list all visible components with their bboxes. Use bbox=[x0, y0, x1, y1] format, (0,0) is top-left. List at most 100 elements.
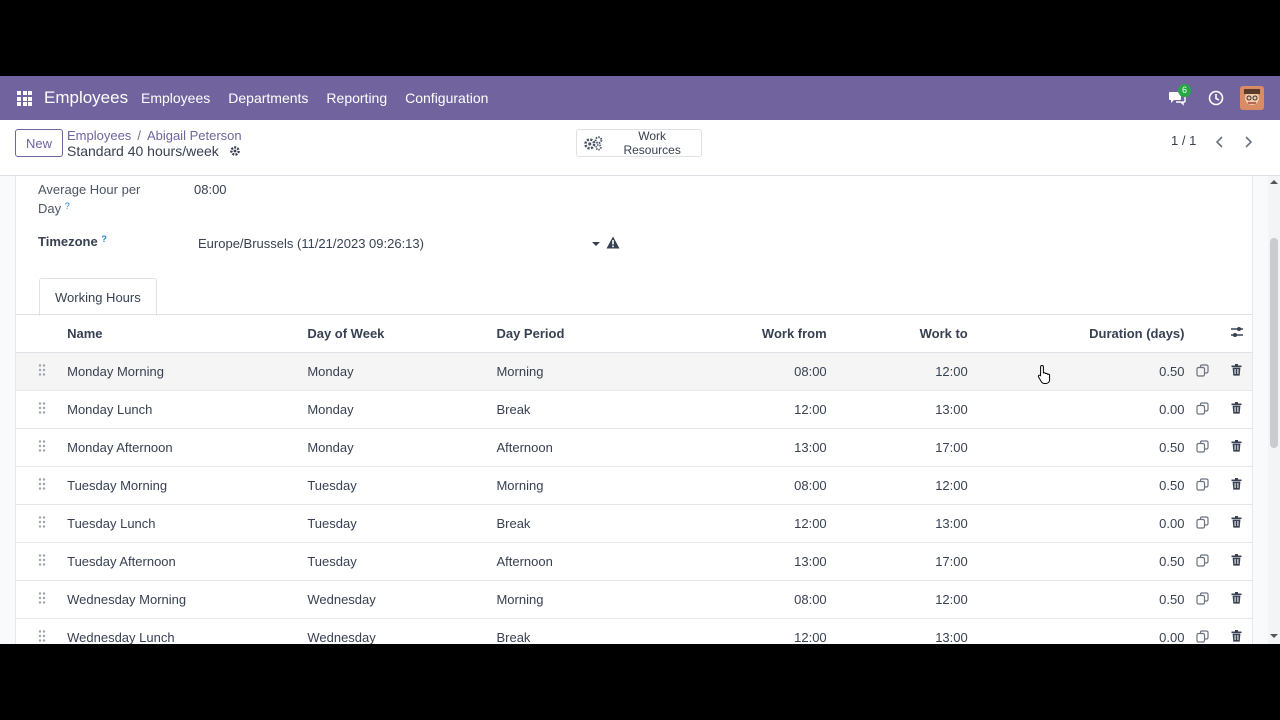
cell-day-period[interactable]: Afternoon bbox=[496, 428, 650, 467]
help-icon[interactable]: ? bbox=[64, 201, 70, 211]
copy-icon[interactable] bbox=[1184, 428, 1222, 467]
app-brand[interactable]: Employees bbox=[44, 88, 129, 107]
cell-day-of-week[interactable]: Tuesday bbox=[307, 466, 497, 505]
scroll-down-icon[interactable] bbox=[1270, 633, 1278, 639]
chevron-left-icon[interactable] bbox=[1206, 129, 1234, 155]
drag-handle-icon[interactable] bbox=[16, 542, 68, 581]
breadcrumb-employees[interactable]: Employees bbox=[67, 128, 132, 143]
trash-icon[interactable] bbox=[1221, 504, 1252, 543]
copy-icon[interactable] bbox=[1184, 466, 1222, 505]
copy-icon[interactable] bbox=[1184, 504, 1222, 543]
chat-icon[interactable]: 6 bbox=[1168, 84, 1192, 107]
menu-item-employees[interactable]: Employees bbox=[141, 90, 211, 106]
copy-icon[interactable] bbox=[1184, 390, 1222, 429]
cell-work-from[interactable]: 08:00 bbox=[649, 352, 827, 391]
cell-name[interactable]: Wednesday Morning bbox=[67, 580, 308, 619]
help-icon[interactable]: ? bbox=[101, 234, 107, 244]
trash-icon[interactable] bbox=[1221, 390, 1252, 429]
cell-work-from[interactable]: 08:00 bbox=[649, 466, 827, 505]
cell-day-of-week[interactable]: Tuesday bbox=[307, 542, 497, 581]
cell-work-from[interactable]: 08:00 bbox=[649, 580, 827, 619]
tab-working-hours[interactable]: Working Hours bbox=[39, 278, 157, 316]
cell-day-period[interactable]: Morning bbox=[496, 580, 650, 619]
cell-work-to[interactable]: 12:00 bbox=[826, 352, 968, 391]
user-avatar[interactable] bbox=[1240, 86, 1264, 110]
drag-handle-icon[interactable] bbox=[16, 428, 68, 467]
cell-duration[interactable]: 0.00 bbox=[967, 504, 1185, 543]
cell-day-period[interactable]: Break bbox=[496, 390, 650, 429]
cell-work-from[interactable]: 12:00 bbox=[649, 504, 827, 543]
cell-day-of-week[interactable]: Wednesday bbox=[307, 618, 497, 644]
cell-duration[interactable]: 0.00 bbox=[967, 390, 1185, 429]
cell-duration[interactable]: 0.50 bbox=[967, 428, 1185, 467]
work-resources-button[interactable]: Work Resources bbox=[576, 129, 702, 157]
cell-day-of-week[interactable]: Monday bbox=[307, 428, 497, 467]
cell-day-of-week[interactable]: Monday bbox=[307, 352, 497, 391]
pager-value[interactable]: 1 / 1 bbox=[1171, 133, 1197, 148]
caret-down-icon[interactable] bbox=[592, 241, 600, 247]
drag-handle-icon[interactable] bbox=[16, 618, 68, 644]
trash-icon[interactable] bbox=[1221, 542, 1252, 581]
col-day-of-week[interactable]: Day of Week bbox=[307, 315, 497, 353]
cell-work-from[interactable]: 12:00 bbox=[649, 390, 827, 429]
drag-handle-icon[interactable] bbox=[16, 504, 68, 543]
copy-icon[interactable] bbox=[1184, 352, 1222, 391]
table-row[interactable]: Monday Lunch Monday Break 12:00 13:00 0.00 bbox=[16, 390, 1252, 429]
chevron-right-icon[interactable] bbox=[1234, 129, 1262, 155]
col-day-period[interactable]: Day Period bbox=[496, 315, 650, 353]
cell-duration[interactable]: 0.50 bbox=[967, 542, 1185, 581]
cell-day-period[interactable]: Morning bbox=[496, 352, 650, 391]
activity-clock-icon[interactable] bbox=[1208, 90, 1224, 106]
cell-work-to[interactable]: 12:00 bbox=[826, 580, 968, 619]
trash-icon[interactable] bbox=[1221, 352, 1252, 391]
cell-name[interactable]: Monday Lunch bbox=[67, 390, 308, 429]
col-work-from[interactable]: Work from bbox=[649, 315, 827, 353]
cell-name[interactable]: Tuesday Morning bbox=[67, 466, 308, 505]
scrollbar[interactable] bbox=[1268, 176, 1280, 644]
table-row[interactable]: Wednesday Lunch Wednesday Break 12:00 13:00 0… bbox=[16, 618, 1252, 644]
cell-work-to[interactable]: 13:00 bbox=[826, 504, 968, 543]
drag-handle-icon[interactable] bbox=[16, 466, 68, 505]
cell-duration[interactable]: 0.00 bbox=[967, 618, 1185, 644]
timezone-select[interactable]: Europe/Brussels (11/21/2023 09:26:13) bbox=[198, 234, 618, 256]
cell-name[interactable]: Tuesday Afternoon bbox=[67, 542, 308, 581]
copy-icon[interactable] bbox=[1184, 580, 1222, 619]
app-grid-icon[interactable] bbox=[17, 91, 32, 106]
table-row[interactable]: Wednesday Morning Wednesday Morning 08:00 12… bbox=[16, 580, 1252, 619]
gear-icon[interactable] bbox=[229, 144, 241, 160]
cell-day-period[interactable]: Afternoon bbox=[496, 542, 650, 581]
drag-handle-icon[interactable] bbox=[16, 390, 68, 429]
cell-duration[interactable]: 0.50 bbox=[967, 580, 1185, 619]
trash-icon[interactable] bbox=[1221, 428, 1252, 467]
trash-icon[interactable] bbox=[1221, 580, 1252, 619]
col-work-to[interactable]: Work to bbox=[826, 315, 968, 353]
drag-handle-icon[interactable] bbox=[16, 352, 68, 391]
new-button[interactable]: New bbox=[15, 129, 64, 157]
cell-day-of-week[interactable]: Monday bbox=[307, 390, 497, 429]
menu-item-departments[interactable]: Departments bbox=[228, 90, 309, 106]
menu-item-reporting[interactable]: Reporting bbox=[326, 90, 388, 106]
col-settings[interactable] bbox=[1221, 315, 1252, 353]
column-settings-icon[interactable] bbox=[1230, 326, 1244, 338]
table-row[interactable]: Tuesday Lunch Tuesday Break 12:00 13:00 0.00 bbox=[16, 504, 1252, 543]
cell-name[interactable]: Wednesday Lunch bbox=[67, 618, 308, 644]
table-row[interactable]: Monday Morning Monday Morning 08:00 12:00 0.5… bbox=[16, 352, 1252, 391]
breadcrumb-employee[interactable]: Abigail Peterson bbox=[146, 128, 242, 143]
table-row[interactable]: Tuesday Morning Tuesday Morning 08:00 12:00 0… bbox=[16, 466, 1252, 505]
cell-name[interactable]: Monday Morning bbox=[67, 352, 308, 391]
scrollbar-thumb[interactable] bbox=[1270, 238, 1278, 448]
cell-work-from[interactable]: 13:00 bbox=[649, 428, 827, 467]
copy-icon[interactable] bbox=[1184, 618, 1222, 644]
cell-day-of-week[interactable]: Wednesday bbox=[307, 580, 497, 619]
col-name[interactable]: Name bbox=[67, 315, 308, 353]
table-row[interactable]: Monday Afternoon Monday Afternoon 13:00 17:0… bbox=[16, 428, 1252, 467]
menu-item-configuration[interactable]: Configuration bbox=[405, 90, 489, 106]
cell-name[interactable]: Tuesday Lunch bbox=[67, 504, 308, 543]
cell-work-to[interactable]: 13:00 bbox=[826, 618, 968, 644]
col-duration[interactable]: Duration (days) bbox=[967, 315, 1185, 353]
copy-icon[interactable] bbox=[1184, 542, 1222, 581]
cell-work-from[interactable]: 13:00 bbox=[649, 542, 827, 581]
trash-icon[interactable] bbox=[1221, 618, 1252, 644]
cell-day-period[interactable]: Break bbox=[496, 618, 650, 644]
cell-day-period[interactable]: Morning bbox=[496, 466, 650, 505]
